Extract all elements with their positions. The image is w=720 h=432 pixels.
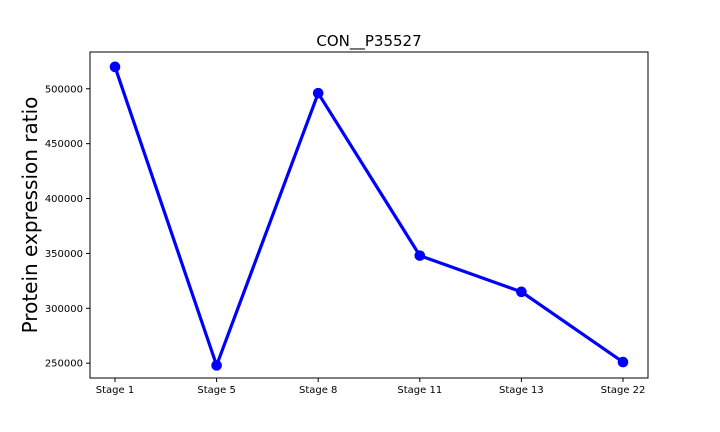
data-series — [109, 61, 629, 371]
x-tick-label: Stage 8 — [299, 385, 337, 396]
y-tick-label: 400000 — [45, 194, 83, 205]
data-point — [109, 61, 121, 73]
y-tick-label: 350000 — [45, 249, 83, 260]
data-point — [211, 360, 222, 371]
x-tick-label: Stage 13 — [499, 385, 544, 396]
x-axis: Stage 1 Stage 5 Stage 8 Stage 11 Stage 13 Sta… — [96, 378, 646, 396]
y-tick-label: 300000 — [45, 304, 83, 315]
series-line — [113, 65, 625, 367]
x-tick-label: Stage 11 — [397, 385, 442, 396]
x-tick-label: Stage 1 — [96, 385, 134, 396]
data-point — [617, 356, 629, 368]
data-point — [516, 286, 527, 298]
x-tick-label: Stage 22 — [601, 385, 646, 396]
plot-area — [89, 51, 649, 379]
y-axis-label: Protein expression ratio — [18, 97, 42, 334]
data-point — [312, 87, 324, 99]
x-tick-label: Stage 5 — [197, 385, 235, 396]
y-tick-label: 500000 — [45, 84, 83, 95]
chart-title: CON__P35527 — [316, 32, 421, 51]
data-point — [414, 250, 426, 261]
y-axis: 250000 300000 350000 400000 450000 500000 — [45, 84, 90, 370]
y-tick-label: 450000 — [45, 139, 83, 150]
y-tick-label: 250000 — [45, 359, 83, 370]
